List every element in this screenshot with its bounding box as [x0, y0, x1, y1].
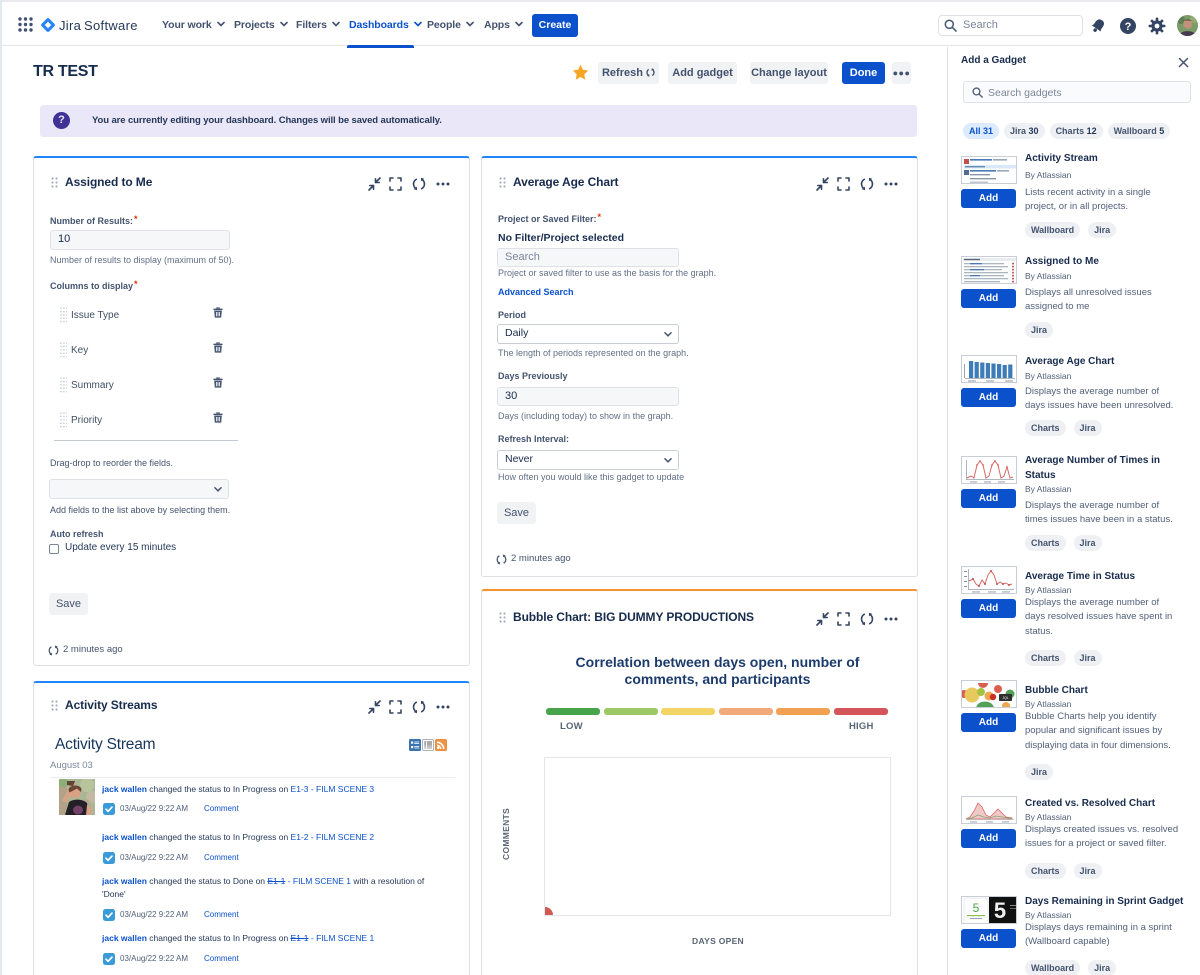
svg-text:5: 5 — [994, 898, 1006, 923]
svg-text:5: 5 — [973, 901, 980, 915]
svg-text:JQL: JQL — [1002, 696, 1008, 700]
svg-text:?: ? — [1125, 21, 1132, 33]
